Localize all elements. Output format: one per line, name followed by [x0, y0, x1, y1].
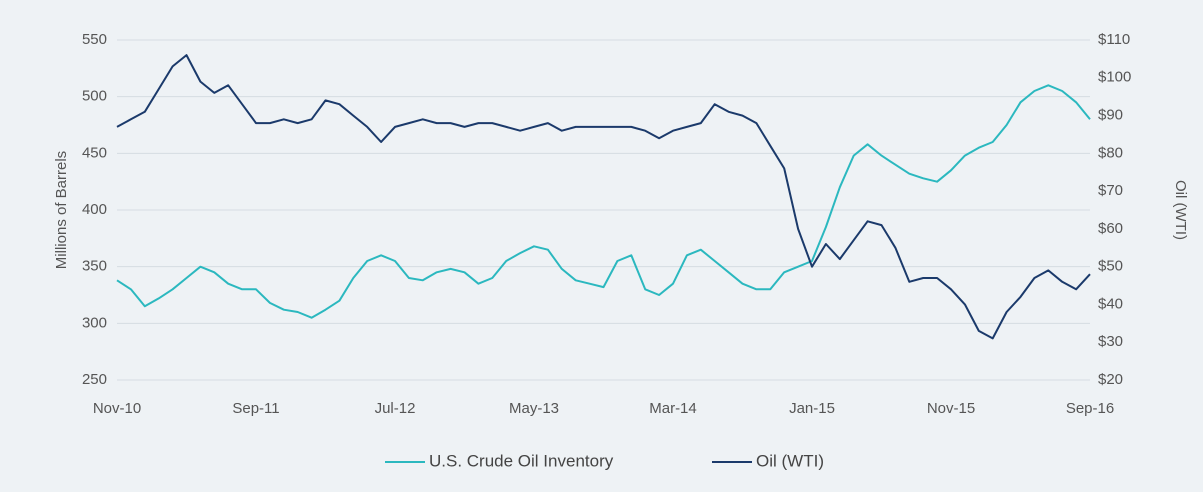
y2-tick-label: $60 — [1098, 220, 1123, 237]
y2-tick-label: $40 — [1098, 295, 1123, 312]
y2-tick-label: $110 — [1098, 31, 1130, 48]
y-tick-label: 500 — [82, 88, 107, 105]
y2-axis-label: Oil (WTI) — [1172, 180, 1189, 240]
y2-tick-label: $90 — [1098, 107, 1123, 124]
y2-tick-label: $100 — [1098, 69, 1131, 86]
x-tick-label: Nov-10 — [93, 400, 141, 417]
x-tick-label: Jan-15 — [789, 400, 835, 417]
series-line — [116, 84, 1091, 319]
y2-tick-label: $80 — [1098, 144, 1123, 161]
y-tick-label: 350 — [82, 258, 107, 275]
y-tick-label: 550 — [82, 31, 107, 48]
x-tick-label: May-13 — [509, 400, 559, 417]
y2-tick-label: $50 — [1098, 258, 1123, 275]
legend-label: Oil (WTI) — [756, 451, 824, 470]
y-axis-label: Millions of Barrels — [53, 151, 70, 269]
x-tick-label: Mar-14 — [649, 400, 697, 417]
y-tick-label: 250 — [82, 371, 107, 388]
y-tick-label: 400 — [82, 201, 107, 218]
legend-label: U.S. Crude Oil Inventory — [429, 451, 614, 470]
series-line — [116, 54, 1091, 340]
y-tick-label: 300 — [82, 314, 107, 331]
x-tick-label: Nov-15 — [927, 400, 975, 417]
x-tick-label: Jul-12 — [375, 400, 416, 417]
x-tick-label: Sep-16 — [1066, 400, 1114, 417]
y2-tick-label: $30 — [1098, 333, 1123, 350]
y-tick-label: 450 — [82, 144, 107, 161]
y2-tick-label: $70 — [1098, 182, 1123, 199]
y2-tick-label: $20 — [1098, 371, 1123, 388]
x-tick-label: Sep-11 — [232, 400, 279, 417]
